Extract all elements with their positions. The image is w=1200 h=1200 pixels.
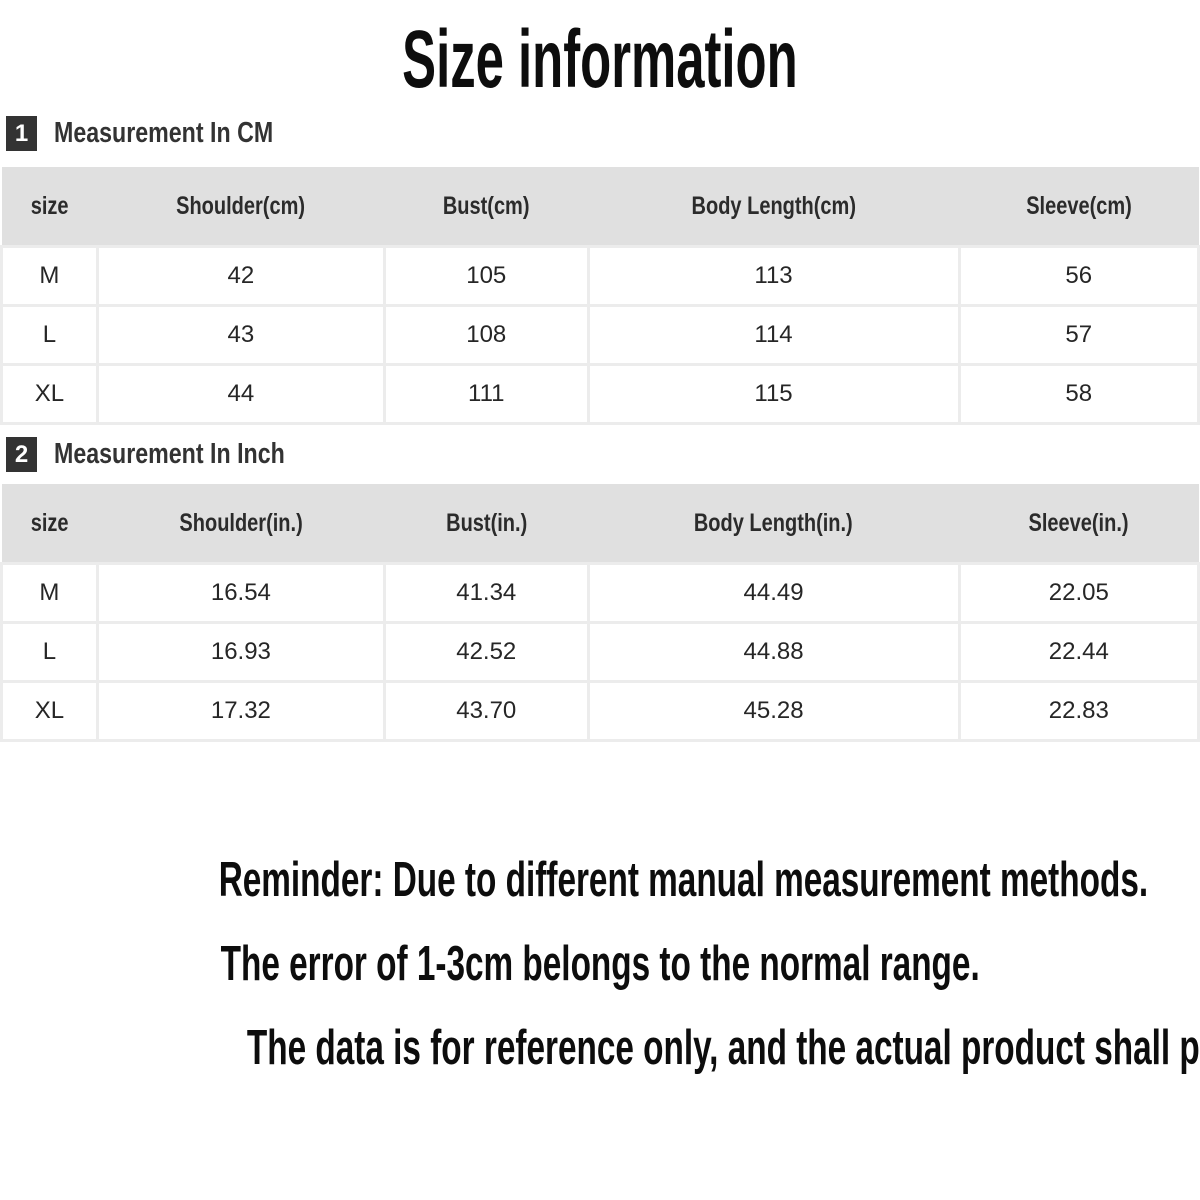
column-header-size-text: size	[30, 191, 69, 220]
cell-body-length: 44.88	[586, 621, 961, 683]
table-row-xl: XL 44 111 115 58	[0, 363, 1200, 425]
table-row-xl: XL 17.32 43.70 45.28 22.83	[0, 680, 1200, 742]
cell-body-length: 45.28	[586, 680, 961, 742]
reminder-line-1: Reminder: Due to different manual measur…	[0, 838, 1200, 922]
section-number-badge: 1	[6, 116, 37, 151]
table-row-l: L 16.93 42.52 44.88 22.44	[0, 621, 1200, 683]
column-header-sleeve-text: Sleeve(in.)	[1028, 508, 1129, 537]
cell-sleeve: 22.83	[957, 680, 1200, 742]
reminder-line-2: The error of 1-3cm belongs to the normal…	[0, 922, 1200, 1006]
cell-bust: 41.34	[383, 562, 590, 624]
table-row-l: L 43 108 114 57	[0, 304, 1200, 366]
cell-bust: 111	[383, 363, 590, 425]
cell-body-length: 113	[586, 245, 961, 307]
column-header-body-length-text: Body Length(cm)	[691, 191, 856, 220]
cell-bust: 43.70	[383, 680, 590, 742]
column-header-bust: Bust(in.)	[384, 484, 588, 564]
column-header-size: size	[1, 484, 98, 564]
column-header-size-text: size	[30, 508, 69, 537]
column-header-body-length: Body Length(cm)	[588, 167, 960, 247]
column-header-sleeve: Sleeve(in.)	[959, 484, 1199, 564]
column-header-size: size	[1, 167, 98, 247]
column-header-body-length: Body Length(in.)	[588, 484, 960, 564]
cell-size: XL	[0, 363, 99, 425]
column-header-shoulder-text: Shoulder(cm)	[176, 191, 306, 220]
cell-bust: 108	[383, 304, 590, 366]
cell-sleeve: 58	[957, 363, 1200, 425]
table-header-row: size Shoulder(cm) Bust(cm) Body Length(c…	[1, 167, 1199, 247]
cm-measurement-table: size Shoulder(cm) Bust(cm) Body Length(c…	[0, 167, 1200, 425]
reminder-line-1-text: Reminder: Due to different manual measur…	[218, 853, 1149, 907]
cell-sleeve: 57	[957, 304, 1200, 366]
column-header-bust: Bust(cm)	[384, 167, 588, 247]
cell-bust: 42.52	[383, 621, 590, 683]
inch-measurement-table: size Shoulder(in.) Bust(in.) Body Length…	[0, 484, 1200, 742]
column-header-sleeve-text: Sleeve(cm)	[1025, 191, 1132, 220]
cell-sleeve: 56	[957, 245, 1200, 307]
cell-body-length: 114	[586, 304, 961, 366]
cell-body-length: 44.49	[586, 562, 961, 624]
cell-body-length: 115	[586, 363, 961, 425]
cell-size: L	[0, 621, 99, 683]
table-header-row: size Shoulder(in.) Bust(in.) Body Length…	[1, 484, 1199, 564]
column-header-shoulder: Shoulder(in.)	[97, 484, 385, 564]
page-title-text: Size information	[402, 14, 798, 105]
column-header-shoulder-text: Shoulder(in.)	[179, 508, 303, 537]
cell-bust: 105	[383, 245, 590, 307]
column-header-bust-text: Bust(cm)	[442, 191, 530, 220]
cell-shoulder: 43	[95, 304, 387, 366]
table-row-m: M 16.54 41.34 44.49 22.05	[0, 562, 1200, 624]
column-header-bust-text: Bust(in.)	[445, 508, 527, 537]
section-label-inch: Measurement In Inch	[54, 438, 285, 470]
cell-size: M	[0, 245, 99, 307]
cell-size: XL	[0, 680, 99, 742]
cell-size: M	[0, 562, 99, 624]
cell-shoulder: 42	[95, 245, 387, 307]
reminder-text-block: Reminder: Due to different manual measur…	[0, 838, 1200, 1090]
page-title: Size information	[0, 18, 1200, 102]
column-header-body-length-text: Body Length(in.)	[694, 508, 853, 537]
reminder-line-2-text: The error of 1-3cm belongs to the normal…	[220, 937, 980, 991]
section-header-inch: 2 Measurement In Inch	[6, 437, 1200, 472]
cell-sleeve: 22.05	[957, 562, 1200, 624]
section-label-cm: Measurement In CM	[54, 117, 274, 149]
column-header-shoulder: Shoulder(cm)	[97, 167, 385, 247]
cell-shoulder: 16.54	[95, 562, 387, 624]
section-header-cm: 1 Measurement In CM	[6, 116, 1200, 151]
column-header-sleeve: Sleeve(cm)	[959, 167, 1199, 247]
cell-shoulder: 16.93	[95, 621, 387, 683]
reminder-line-3-text: The data is for reference only, and the …	[246, 1021, 1200, 1075]
cell-shoulder: 17.32	[95, 680, 387, 742]
reminder-line-3: The data is for reference only, and the …	[0, 1006, 1200, 1090]
cell-shoulder: 44	[95, 363, 387, 425]
section-number-badge: 2	[6, 437, 37, 472]
cell-sleeve: 22.44	[957, 621, 1200, 683]
table-row-m: M 42 105 113 56	[0, 245, 1200, 307]
cell-size: L	[0, 304, 99, 366]
